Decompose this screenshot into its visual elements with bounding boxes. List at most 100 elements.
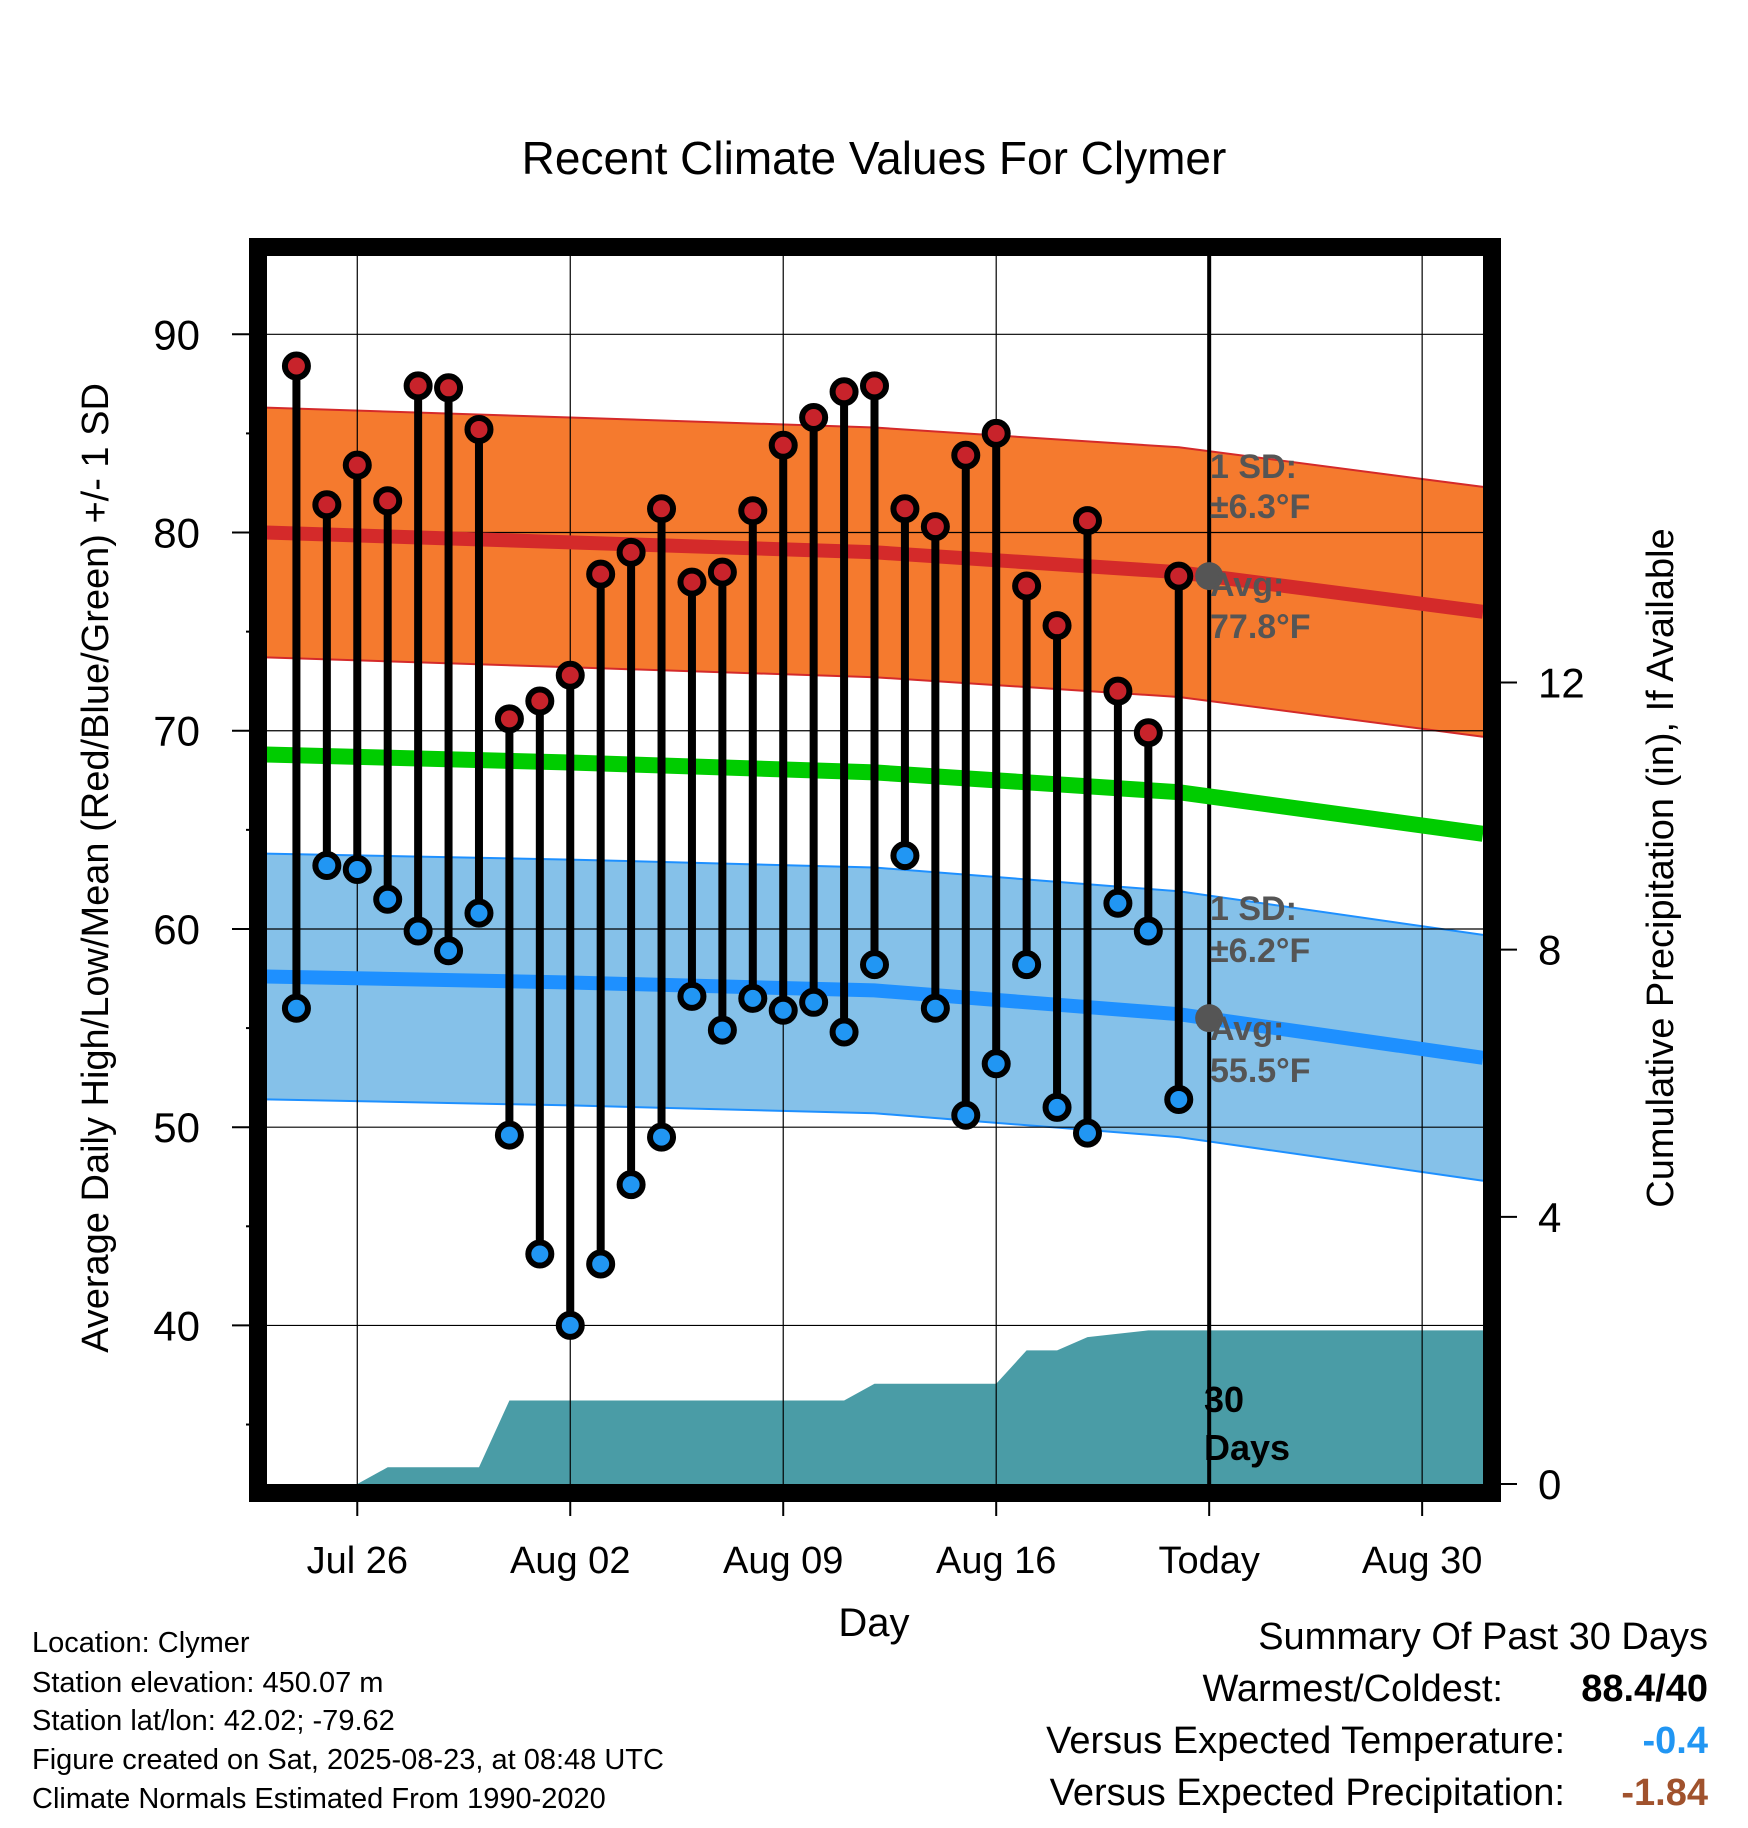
- low-point-2025-08-02: [555, 1310, 585, 1340]
- high-point-2025-08-04: [616, 537, 646, 567]
- low-sd-label: 1 SD:: [1210, 890, 1297, 928]
- high-point-2025-08-05: [647, 494, 677, 524]
- y2-tick-label-4: 4: [1538, 1194, 1561, 1241]
- x-axis-label: Day: [838, 1601, 909, 1645]
- summary-heading: Summary Of Past 30 Days: [1258, 1616, 1708, 1658]
- location-text: Location: Clymer: [32, 1627, 250, 1659]
- low-sd-value: ±6.2°F: [1210, 932, 1310, 970]
- low-point-2025-08-03: [586, 1249, 616, 1279]
- normals-text: Climate Normals Estimated From 1990-2020: [32, 1783, 606, 1815]
- plot-frame: [249, 238, 1501, 1502]
- axis-tick-labels: 40 50 60 70 80 90 0 4 8 12 Jul 26 Aug 02 Aug 09 Aug 1…: [153, 311, 1584, 1582]
- temp-vs-expected-value: -0.4: [1642, 1720, 1708, 1762]
- precip-area-group: [266, 1330, 1483, 1484]
- x-tick-label-2025-07-26: Jul 26: [307, 1540, 408, 1582]
- low-point-2025-08-08: [738, 983, 768, 1013]
- high-point-2025-08-19: [1072, 506, 1102, 536]
- low-point-2025-08-18: [1042, 1092, 1072, 1122]
- high-annotations: 1 SD: ±6.3°F Avg: 77.8°F 1 SD: ±6.2°F Av…: [1210, 448, 1311, 1090]
- x-tick-label-2025-08-23: Today: [1158, 1540, 1259, 1582]
- precip-area: [266, 1330, 1483, 1484]
- precip-label-days-count: 30: [1204, 1379, 1244, 1420]
- temp-vs-expected-label: Versus Expected Temperature:: [1046, 1720, 1565, 1762]
- warmest-label: Warmest/Coldest:: [1202, 1668, 1503, 1710]
- high-point-2025-08-21: [1133, 718, 1163, 748]
- y-tick-label-90: 90: [153, 311, 200, 358]
- y-axis-label: Average Daily High/Low/Mean (Red/Blue/Gr…: [75, 383, 117, 1353]
- high-point-2025-08-10: [799, 403, 829, 433]
- y-tick-label-50: 50: [153, 1104, 200, 1151]
- low-point-2025-07-25: [312, 851, 342, 881]
- x-tick-label-2025-08-30: Aug 30: [1362, 1540, 1482, 1582]
- low-point-2025-08-07: [707, 1015, 737, 1045]
- precip-vs-expected-value: -1.84: [1621, 1772, 1708, 1814]
- high-avg-label: Avg:: [1210, 566, 1284, 604]
- precip-label-days: Days: [1204, 1427, 1290, 1468]
- high-point-2025-07-24: [281, 351, 311, 381]
- low-point-2025-08-04: [616, 1170, 646, 1200]
- y2-tick-label-8: 8: [1538, 927, 1561, 974]
- low-point-2025-08-14: [920, 993, 950, 1023]
- low-point-2025-08-05: [647, 1122, 677, 1152]
- created-text: Figure created on Sat, 2025-08-23, at 08…: [32, 1744, 664, 1776]
- low-point-2025-07-29: [434, 936, 464, 966]
- low-point-2025-07-27: [373, 884, 403, 914]
- high-point-2025-08-01: [525, 686, 555, 716]
- low-point-2025-07-30: [464, 898, 494, 928]
- y-tick-label-70: 70: [153, 708, 200, 755]
- high-point-2025-08-03: [586, 559, 616, 589]
- x-tick-label-2025-08-02: Aug 02: [510, 1540, 630, 1582]
- y-tick-label-60: 60: [153, 906, 200, 953]
- observed-stems: [292, 366, 1183, 1326]
- high-point-2025-08-17: [1012, 571, 1042, 601]
- high-point-2025-08-20: [1103, 676, 1133, 706]
- y-tick-label-40: 40: [153, 1302, 200, 1349]
- high-point-2025-07-28: [403, 371, 433, 401]
- high-point-2025-08-14: [920, 512, 950, 542]
- observed-dots: [281, 351, 1194, 1340]
- high-point-2025-08-15: [951, 440, 981, 470]
- low-avg-value: 55.5°F: [1210, 1052, 1311, 1090]
- low-point-2025-07-28: [403, 916, 433, 946]
- low-point-2025-08-17: [1012, 950, 1042, 980]
- chart-title: Recent Climate Values For Clymer: [522, 132, 1227, 184]
- low-point-2025-07-26: [342, 855, 372, 884]
- high-point-2025-08-22: [1164, 561, 1194, 591]
- low-avg-label: Avg:: [1210, 1010, 1284, 1048]
- high-point-2025-07-26: [342, 450, 372, 480]
- high-point-2025-08-18: [1042, 611, 1072, 641]
- high-point-2025-08-07: [707, 557, 737, 587]
- low-point-2025-08-19: [1072, 1118, 1102, 1148]
- high-point-2025-08-09: [768, 430, 798, 460]
- low-point-2025-08-12: [860, 950, 889, 980]
- low-point-2025-08-09: [768, 995, 798, 1025]
- low-point-2025-08-13: [890, 841, 920, 871]
- y2-tick-label-0: 0: [1538, 1461, 1561, 1508]
- high-point-2025-08-12: [860, 371, 889, 401]
- today-low-avg-marker: [1195, 1004, 1224, 1033]
- low-point-2025-08-22: [1164, 1084, 1194, 1114]
- y2-axis-label: Cumulative Precipitation (in), If Availa…: [1640, 528, 1682, 1207]
- avg-low-line: [265, 969, 1484, 1065]
- low-point-2025-07-24: [281, 993, 311, 1023]
- low-point-2025-08-01: [525, 1239, 555, 1269]
- high-point-2025-08-02: [555, 660, 585, 690]
- low-point-2025-08-10: [799, 987, 829, 1017]
- high-point-2025-07-27: [373, 486, 403, 516]
- high-point-2025-08-13: [890, 494, 920, 524]
- high-point-2025-07-30: [464, 414, 494, 444]
- x-tick-label-2025-08-16: Aug 16: [936, 1540, 1056, 1582]
- y-tick-label-80: 80: [153, 510, 200, 557]
- high-point-2025-08-11: [829, 377, 859, 407]
- elevation-text: Station elevation: 450.07 m: [32, 1667, 384, 1699]
- low-point-2025-08-21: [1133, 916, 1163, 946]
- low-sd-lower-edge: [265, 1098, 1484, 1182]
- high-sd-label: 1 SD:: [1210, 448, 1297, 486]
- today-high-avg-marker: [1195, 562, 1224, 591]
- high-avg-value: 77.8°F: [1210, 608, 1311, 646]
- low-point-2025-07-31: [494, 1120, 524, 1150]
- low-point-2025-08-11: [829, 1017, 859, 1047]
- low-point-2025-08-15: [951, 1100, 981, 1130]
- warmest-value: 88.4/40: [1581, 1668, 1708, 1710]
